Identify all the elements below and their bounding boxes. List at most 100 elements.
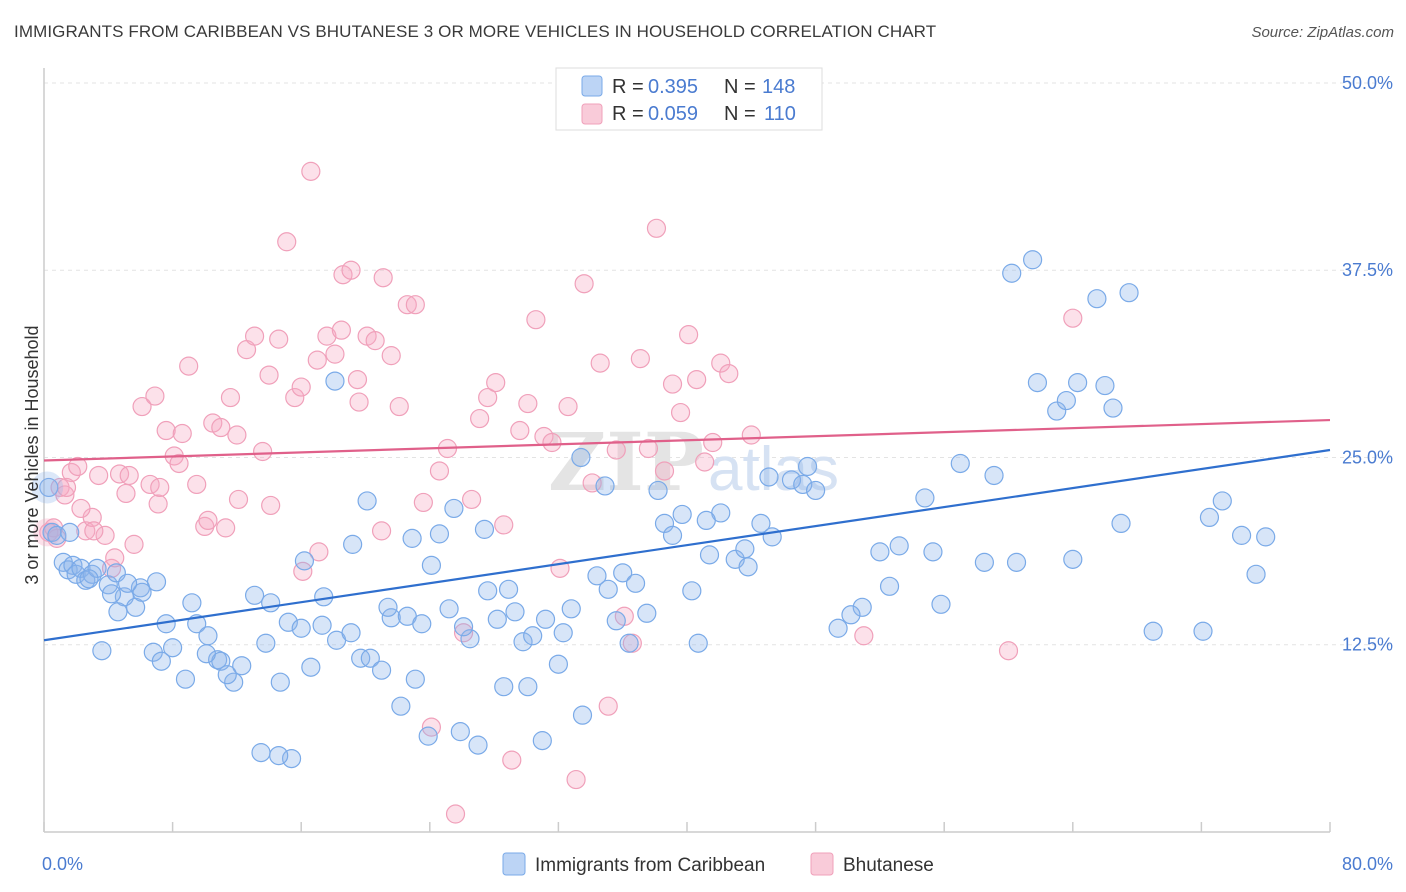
caribbean-point bbox=[381, 608, 401, 628]
legend: R = 0.395 N = 148 R = 0.059 N = 110 bbox=[555, 67, 823, 131]
bhutanese-point bbox=[307, 350, 327, 370]
bhutanese-point bbox=[590, 353, 610, 373]
bhutanese-point bbox=[542, 432, 562, 453]
caribbean-point bbox=[571, 447, 591, 468]
caribbean-point bbox=[797, 456, 818, 477]
caribbean-point bbox=[931, 594, 951, 614]
caribbean-point bbox=[60, 522, 80, 542]
bhutanese-point bbox=[71, 498, 91, 519]
caribbean-point bbox=[402, 528, 422, 548]
bhutanese-point bbox=[227, 425, 247, 445]
caribbean-point bbox=[378, 597, 398, 617]
bhutanese-point bbox=[269, 329, 289, 349]
caribbean-point bbox=[548, 654, 569, 674]
caribbean-point bbox=[738, 557, 758, 577]
caribbean-point bbox=[224, 672, 244, 692]
caribbean-point bbox=[360, 648, 380, 668]
bhutanese-point bbox=[526, 310, 546, 330]
bhutanese-point bbox=[105, 548, 125, 568]
bhutanese-point bbox=[228, 489, 249, 510]
caribbean-point bbox=[923, 542, 943, 562]
caribbean-point bbox=[984, 465, 1004, 486]
legend-swatch-caribbean bbox=[581, 75, 603, 97]
bhutanese-point bbox=[695, 452, 715, 472]
caribbean-point bbox=[841, 605, 861, 625]
bhutanese-point bbox=[156, 420, 176, 441]
caribbean-point bbox=[518, 677, 538, 697]
source-label: Source: ZipAtlas.com bbox=[1251, 24, 1394, 41]
bhutanese-point bbox=[558, 396, 578, 417]
legend-n-value-caribbean: 148 bbox=[762, 76, 795, 98]
caribbean-point bbox=[314, 587, 334, 607]
bhutanese-point bbox=[397, 295, 417, 315]
caribbean-point bbox=[828, 618, 848, 638]
caribbean-point bbox=[1119, 283, 1139, 303]
bottom-legend-swatch-caribbean bbox=[502, 852, 526, 876]
caribbean-point bbox=[1006, 552, 1027, 572]
caribbean-point bbox=[405, 669, 425, 689]
bhutanese-point bbox=[445, 804, 466, 824]
caribbean-point bbox=[251, 743, 271, 763]
bhutanese-point bbox=[646, 218, 667, 238]
caribbean-point bbox=[244, 585, 265, 605]
bhutanese-point bbox=[510, 420, 530, 441]
bhutanese-point bbox=[55, 485, 75, 505]
caribbean-point bbox=[1103, 398, 1123, 418]
caribbean-point bbox=[196, 644, 216, 664]
caribbean-point bbox=[1231, 525, 1252, 545]
bhutanese-point bbox=[261, 495, 281, 516]
caribbean-point bbox=[1256, 527, 1276, 547]
bhutanese-point bbox=[606, 440, 626, 460]
caribbean-point bbox=[781, 470, 802, 490]
caribbean-point bbox=[444, 498, 464, 519]
caribbean-point bbox=[699, 545, 720, 565]
bhutanese-point bbox=[719, 364, 739, 384]
bhutanese-point bbox=[95, 525, 115, 545]
bhutanese-point bbox=[654, 461, 675, 481]
caribbean-point bbox=[341, 623, 361, 643]
bhutanese-point bbox=[317, 326, 337, 346]
caribbean-point bbox=[163, 638, 183, 658]
caribbean-point bbox=[474, 519, 495, 539]
x-tick-label-max: 80.0% bbox=[1342, 854, 1393, 874]
bhutanese-point bbox=[325, 344, 345, 364]
bhutanese-point bbox=[132, 396, 152, 417]
bhutanese-point bbox=[703, 432, 723, 453]
caribbean-point bbox=[696, 510, 716, 531]
caribbean-point bbox=[1068, 372, 1088, 393]
bhutanese-point bbox=[198, 510, 218, 531]
caribbean-point bbox=[1246, 564, 1266, 584]
bhutanese-point bbox=[109, 464, 130, 484]
caribbean-point bbox=[751, 513, 771, 534]
caribbean-point bbox=[688, 633, 708, 653]
caribbean-point bbox=[1212, 491, 1232, 511]
caribbean-point bbox=[429, 524, 450, 544]
caribbean-points bbox=[31, 250, 1276, 769]
caribbean-point bbox=[450, 722, 470, 742]
caribbean-point bbox=[1047, 401, 1067, 421]
bhutanese-point bbox=[574, 274, 594, 294]
gridlines bbox=[44, 82, 1390, 646]
bhutanese-point bbox=[478, 387, 498, 408]
bhutanese-point bbox=[389, 396, 409, 417]
legend-r-value-bhutanese: 0.059 bbox=[648, 103, 698, 125]
legend-r-label-caribbean: R = bbox=[612, 76, 644, 98]
bhutanese-point bbox=[253, 441, 273, 462]
bhutanese-point bbox=[638, 438, 659, 459]
caribbean-point bbox=[439, 599, 459, 619]
caribbean-point bbox=[312, 615, 332, 635]
bhutanese-point bbox=[216, 518, 236, 538]
bhutanese-point bbox=[179, 356, 199, 376]
caribbean-point bbox=[595, 476, 615, 496]
y-tick-labels: 12.5% 25.0% 37.5% 50.0% bbox=[1342, 73, 1393, 655]
bhutanese-point bbox=[68, 456, 88, 477]
bottom-legend-label-caribbean: Immigrants from Caribbean bbox=[535, 855, 765, 876]
caribbean-point bbox=[523, 626, 543, 646]
y-tick-label: 50.0% bbox=[1342, 73, 1393, 93]
caribbean-point bbox=[371, 660, 392, 680]
caribbean-point bbox=[1193, 621, 1213, 641]
caribbean-point bbox=[151, 651, 171, 671]
caribbean-point bbox=[1111, 513, 1131, 534]
caribbean-point bbox=[182, 593, 202, 613]
